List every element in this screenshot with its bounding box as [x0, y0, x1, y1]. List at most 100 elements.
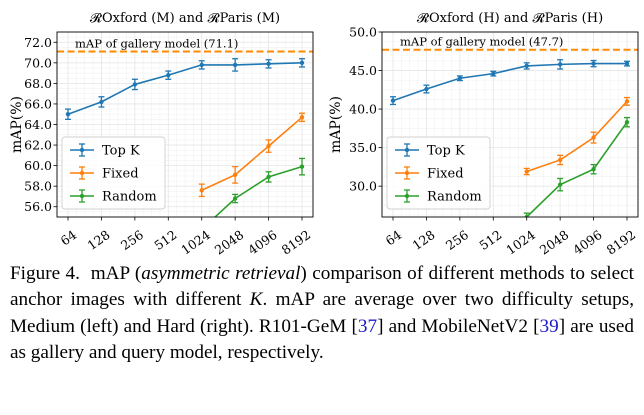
data-point: [457, 76, 463, 81]
series-line: [392, 62, 627, 102]
y-tick-label: 60.0: [24, 158, 52, 173]
x-tick-label: 4096: [570, 227, 605, 258]
data-point: [232, 62, 238, 68]
chart-title: 𝓡Oxford (M) and 𝓡Paris (M): [90, 11, 280, 26]
plot-area: [65, 58, 305, 217]
y-axis-label: mAP(%): [9, 96, 25, 153]
legend-entry: Random: [102, 190, 157, 205]
legend-entry: Random: [427, 190, 482, 205]
chart-title: 𝓡Oxford (H) and 𝓡Paris (H): [417, 11, 603, 26]
data-point: [491, 71, 496, 76]
series-line: [526, 121, 628, 217]
legend: Top K Fixed Random: [386, 136, 491, 210]
legend-entry: Top K: [427, 144, 465, 159]
data-point: [524, 169, 529, 174]
data-point: [624, 61, 630, 66]
data-point: [624, 119, 630, 125]
y-tick-label: 35.0: [349, 140, 377, 155]
x-tick-label: 128: [85, 227, 113, 253]
series-line: [201, 116, 303, 192]
x-tick-label: 2048: [212, 227, 247, 258]
data-point: [232, 196, 238, 201]
chart-left: 56.0 58.0 60.0 62.0 64.0 66.0 68.0 70.0 72.0 64 12…: [9, 11, 314, 258]
legend-swatch-marker: [404, 170, 410, 176]
x-tick-label: 8192: [279, 227, 314, 258]
legend-entry: Top K: [102, 144, 140, 159]
data-point: [524, 214, 529, 217]
data-point: [591, 135, 596, 140]
data-point: [65, 112, 71, 117]
axes-frame: [56, 31, 314, 218]
x-tick-label: 1024: [503, 227, 538, 258]
caption-text-4: ] and MobileNetV2 [: [377, 315, 540, 337]
x-tick-label: 512: [151, 227, 179, 253]
data-point: [232, 172, 238, 178]
caption-text-5: ] are used as gallery and query model, r…: [10, 315, 634, 364]
y-tick-label: 62.0: [24, 138, 52, 153]
legend-entry: Fixed: [427, 167, 464, 182]
caption-ref-37[interactable]: 37: [357, 315, 378, 337]
reference-line-label: mAP of gallery model (71.1): [75, 37, 238, 51]
caption-k: K: [249, 289, 263, 311]
data-point: [624, 99, 630, 104]
legend-swatch-marker: [79, 147, 85, 153]
data-point: [557, 182, 563, 187]
y-tick-label: 30.0: [349, 179, 377, 194]
data-point: [166, 72, 171, 78]
series-line: [526, 100, 628, 173]
series-line: [213, 165, 303, 217]
legend-entry: Fixed: [102, 167, 139, 182]
x-tick-label: 64: [383, 227, 405, 248]
y-tick-label: 45.0: [349, 63, 377, 78]
caption-text-2: ) comparison of different methods to sel…: [10, 263, 634, 311]
data-point: [299, 115, 305, 120]
y-tick-label: 66.0: [24, 96, 52, 111]
legend-swatch-marker: [404, 147, 410, 153]
data-point: [424, 86, 429, 92]
chart-right: 30.0 35.0 40.0 45.0 50.0 64 128 256 512102420484…: [328, 11, 639, 258]
y-tick-label: 68.0: [24, 76, 52, 91]
data-point: [390, 98, 396, 103]
x-tick-label: 64: [58, 227, 80, 248]
legend-box: [61, 136, 166, 210]
data-point: [557, 62, 563, 67]
figure: 56.058.060.062.064.066.068.070.072.064 12…: [9, 11, 639, 258]
caption-text-3: . mAP are average over two difficulty se…: [10, 289, 635, 337]
y-axis-label: mAP(%): [328, 96, 344, 153]
data-point: [524, 63, 529, 69]
data-point: [557, 157, 563, 163]
data-point: [591, 167, 596, 172]
caption-text-1: mAP (: [90, 263, 142, 284]
y-tick-label: 40.0: [349, 102, 377, 117]
data-point: [266, 143, 271, 149]
caption-ref-39[interactable]: 39: [539, 315, 559, 337]
x-tick-label: 1024: [178, 227, 213, 258]
y-tick-label: 50.0: [349, 25, 377, 40]
y-tick-label: 58.0: [24, 179, 52, 194]
legend-box: [386, 136, 491, 210]
data-point: [299, 164, 305, 169]
y-tick-label: 64.0: [24, 117, 52, 132]
plot-area: [390, 59, 630, 217]
x-tick-label: 2048: [537, 227, 572, 258]
data-point: [132, 82, 138, 87]
data-point: [199, 62, 204, 68]
data-point: [591, 61, 596, 66]
series-line: [67, 62, 303, 115]
legend: Top K Fixed Random: [61, 136, 166, 210]
axes-frame: [381, 31, 639, 218]
data-point: [199, 188, 204, 193]
reference-line-label: mAP of gallery model (47.7): [400, 35, 563, 49]
x-tick-label: 4096: [245, 227, 280, 258]
y-tick-label: 70.0: [24, 55, 52, 70]
x-tick-label: 256: [443, 227, 471, 253]
caption-italic: asymmetric retrieval: [141, 263, 301, 284]
data-point: [266, 174, 271, 180]
x-tick-label: 128: [410, 227, 438, 253]
y-tick-label: 56.0: [24, 199, 52, 214]
legend-swatch-marker: [79, 193, 85, 199]
legend-swatch-marker: [79, 170, 85, 176]
caption-label: Figure 4.: [10, 263, 80, 284]
data-point: [99, 99, 104, 105]
x-tick-label: 256: [118, 227, 146, 253]
